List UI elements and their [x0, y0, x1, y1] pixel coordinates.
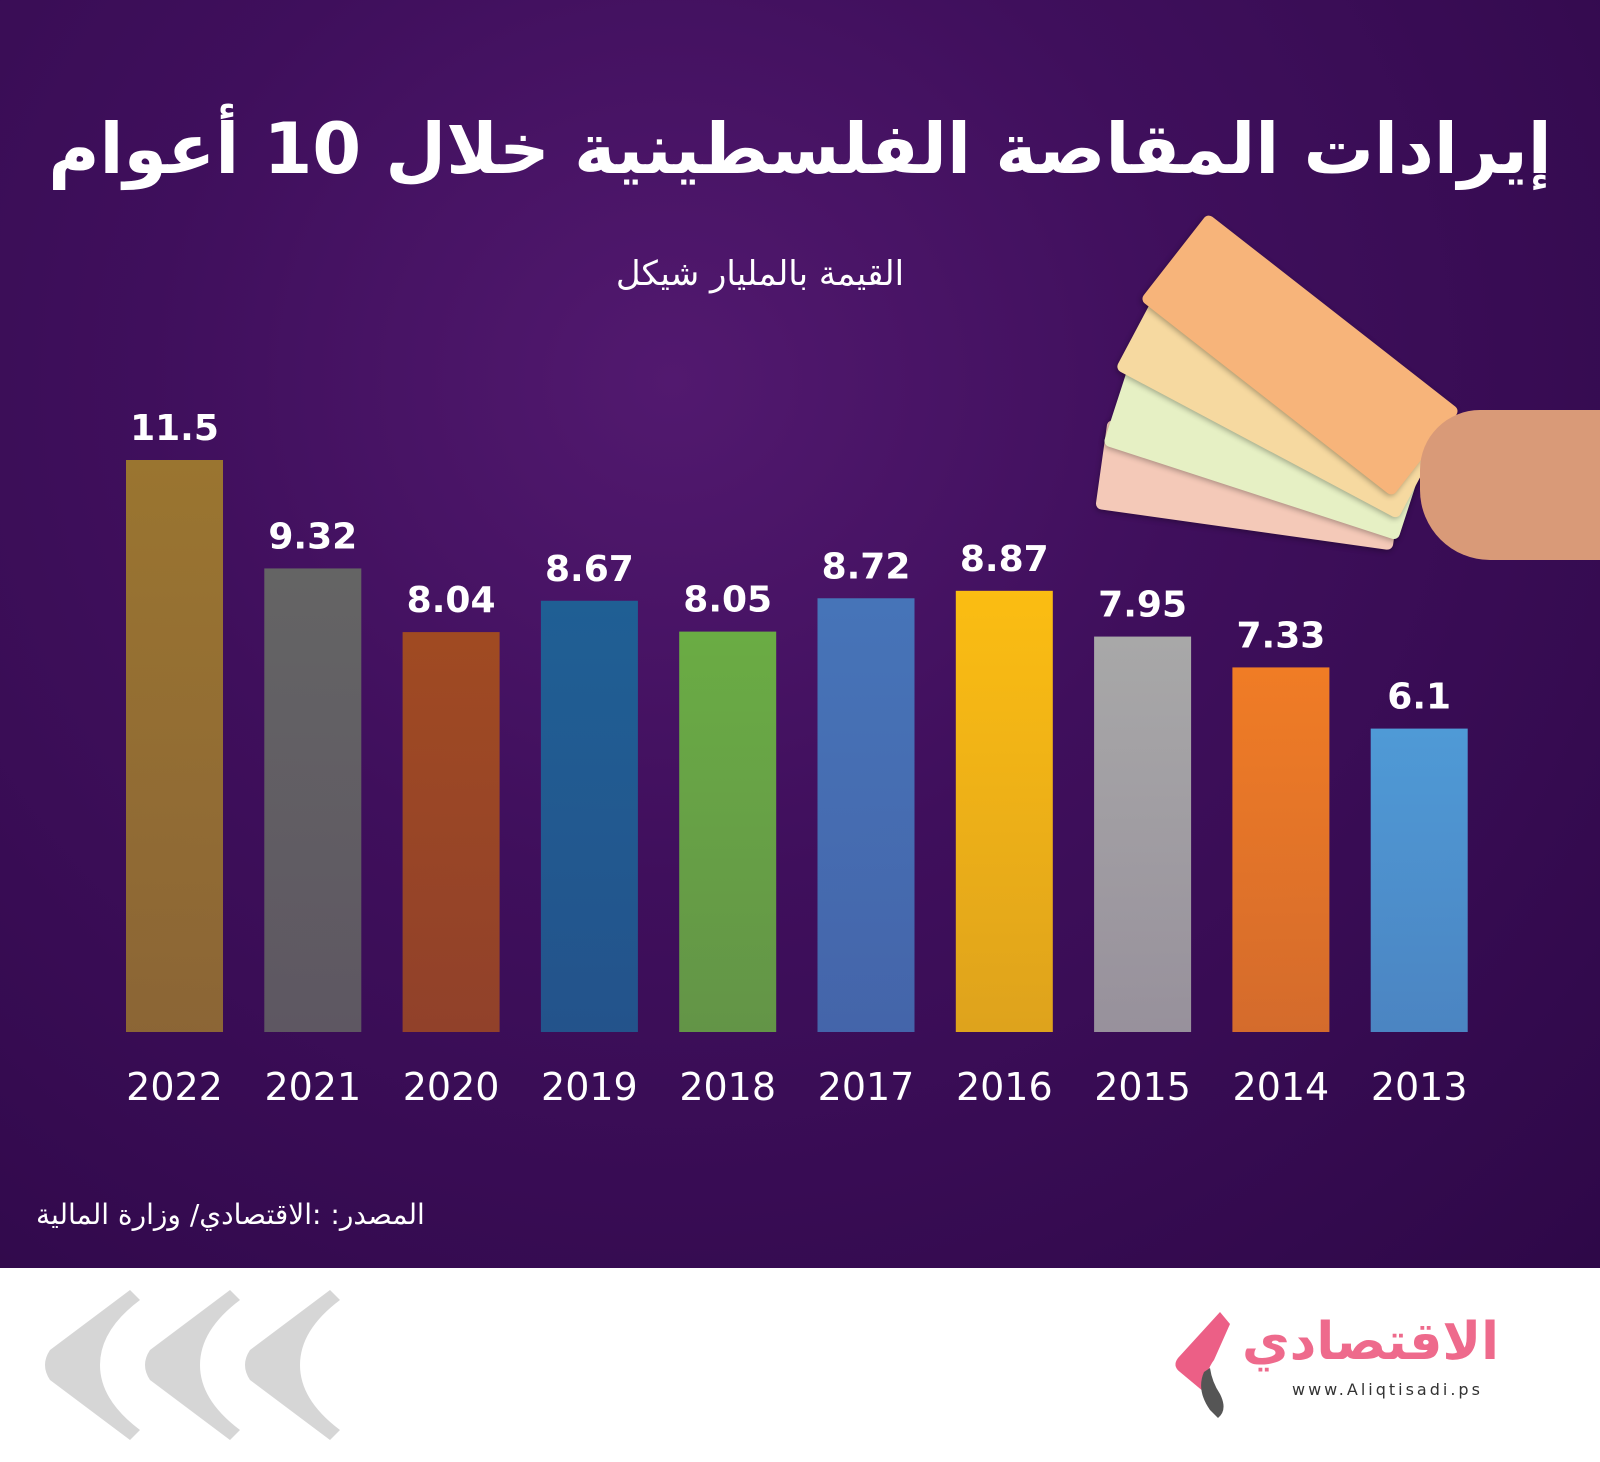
source-note: المصدر: :الاقتصادي/ وزارة المالية [36, 1198, 425, 1231]
data-label: 9.32 [268, 516, 357, 557]
x-tick-label: 2014 [1233, 1065, 1330, 1109]
bar-2020 [402, 632, 500, 1032]
data-label: 8.87 [960, 539, 1049, 580]
bar-2017 [817, 598, 915, 1032]
x-tick-label: 2018 [679, 1065, 776, 1109]
x-tick-label: 2020 [403, 1065, 500, 1109]
data-label: 7.33 [1236, 615, 1325, 656]
data-label: 7.95 [1098, 585, 1187, 626]
bar-chart: 11.5 2022 9.32 2021 8.04 2020 8.67 2019 8.05 2018… [126, 408, 1468, 1109]
logo-text: الاقتصادي [1242, 1312, 1499, 1372]
logo-url: www.Aliqtisadi.ps [1292, 1380, 1483, 1399]
data-label: 8.67 [545, 549, 634, 590]
aliqtisadi-logo: الاقتصادي www.Aliqtisadi.ps [1170, 1310, 1510, 1420]
bar-2021 [264, 568, 362, 1032]
chevrons-decoration-icon [45, 1290, 340, 1440]
x-tick-label: 2013 [1371, 1065, 1468, 1109]
bar-2015 [1094, 636, 1192, 1032]
x-tick-label: 2021 [264, 1065, 361, 1109]
bar-2018 [679, 631, 777, 1032]
bar-2016 [955, 590, 1053, 1032]
chart-title: إيرادات المقاصة الفلسطينية خلال 10 أعوام [48, 108, 1552, 190]
x-tick-label: 2022 [126, 1065, 223, 1109]
data-label: 8.04 [407, 580, 496, 621]
x-tick-label: 2016 [956, 1065, 1053, 1109]
bar-2014 [1232, 667, 1330, 1032]
data-label: 11.5 [130, 408, 219, 449]
x-tick-label: 2017 [818, 1065, 915, 1109]
bar-2019 [540, 600, 638, 1032]
data-label: 8.72 [822, 546, 911, 587]
logo-mark-icon [1175, 1312, 1230, 1418]
chart-subtitle: القيمة بالمليار شيكل [615, 254, 905, 294]
data-label: 6.1 [1387, 677, 1451, 718]
bar-2013 [1370, 728, 1468, 1032]
banknotes-in-hand-image [1095, 213, 1600, 600]
bar-2022 [126, 460, 223, 1032]
data-label: 8.05 [683, 580, 772, 621]
x-tick-label: 2019 [541, 1065, 638, 1109]
x-tick-label: 2015 [1094, 1065, 1191, 1109]
